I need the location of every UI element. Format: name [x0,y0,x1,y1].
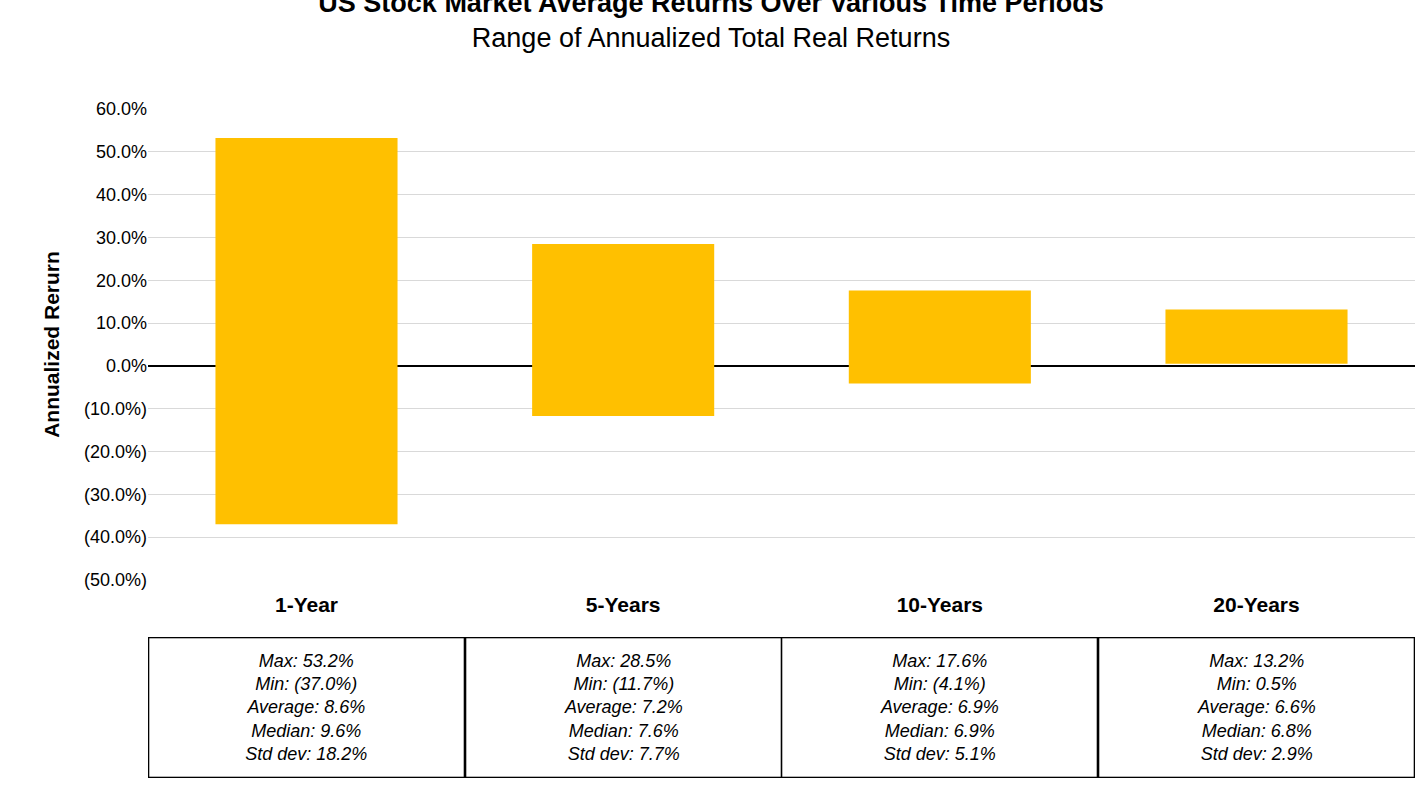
svg-text:50.0%: 50.0% [96,142,147,162]
svg-text:30.0%: 30.0% [96,228,147,248]
svg-text:Max: 28.5%Min: (11.7%)Average:: Max: 28.5%Min: (11.7%)Average: 7.2%Media… [564,651,683,765]
svg-text:Max: 53.2%Min: (37.0%)Average:: Max: 53.2%Min: (37.0%)Average: 8.6%Media… [245,651,367,765]
svg-text:US Stock Market Average Return: US Stock Market Average Returns Over Var… [318,0,1103,53]
svg-text:60.0%: 60.0% [96,99,147,119]
svg-text:20.0%: 20.0% [96,271,147,291]
svg-text:(40.0%): (40.0%) [84,527,147,547]
svg-text:Max: 17.6%Min: (4.1%)Average:: Max: 17.6%Min: (4.1%)Average: 6.9%Median… [880,651,999,765]
svg-text:20-Years: 20-Years [1213,593,1299,616]
svg-text:5-Years: 5-Years [586,593,661,616]
svg-text:1-Year: 1-Year [275,593,338,616]
svg-text:Annualized Rerurn: Annualized Rerurn [40,251,63,438]
svg-text:0.0%: 0.0% [106,356,147,376]
svg-text:(50.0%): (50.0%) [84,570,147,590]
svg-text:(10.0%): (10.0%) [84,399,147,419]
svg-text:10.0%: 10.0% [96,313,147,333]
svg-text:(30.0%): (30.0%) [84,485,147,505]
svg-text:Max: 13.2%Min: 0.5%Average: 6.: Max: 13.2%Min: 0.5%Average: 6.6%Median: … [1197,651,1316,765]
svg-text:10-Years: 10-Years [897,593,983,616]
svg-text:40.0%: 40.0% [96,185,147,205]
svg-text:(20.0%): (20.0%) [84,442,147,462]
